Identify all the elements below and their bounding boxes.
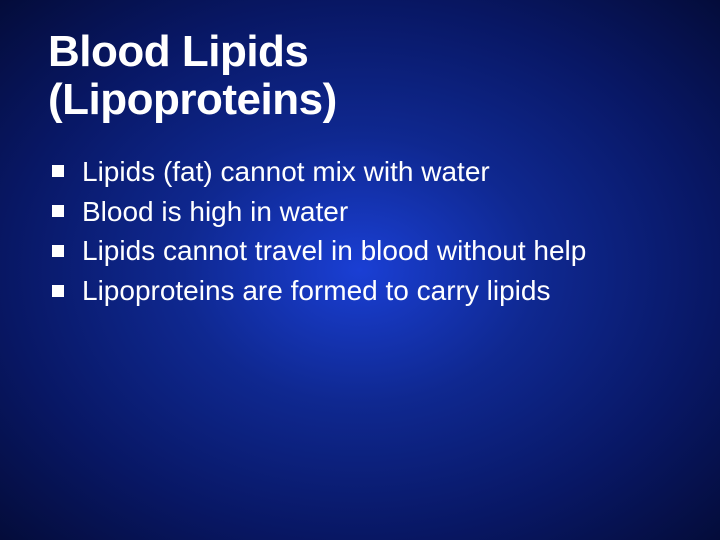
list-item: Lipids cannot travel in blood without he…	[52, 232, 672, 270]
list-item: Lipids (fat) cannot mix with water	[52, 153, 672, 191]
bullet-list: Lipids (fat) cannot mix with water Blood…	[48, 153, 672, 310]
title-line-2: (Lipoproteins)	[48, 75, 337, 124]
list-item: Lipoproteins are formed to carry lipids	[52, 272, 672, 310]
list-item: Blood is high in water	[52, 193, 672, 231]
title-line-1: Blood Lipids	[48, 27, 308, 76]
slide-container: Blood Lipids (Lipoproteins) Lipids (fat)…	[0, 0, 720, 540]
slide-title: Blood Lipids (Lipoproteins)	[48, 28, 672, 125]
